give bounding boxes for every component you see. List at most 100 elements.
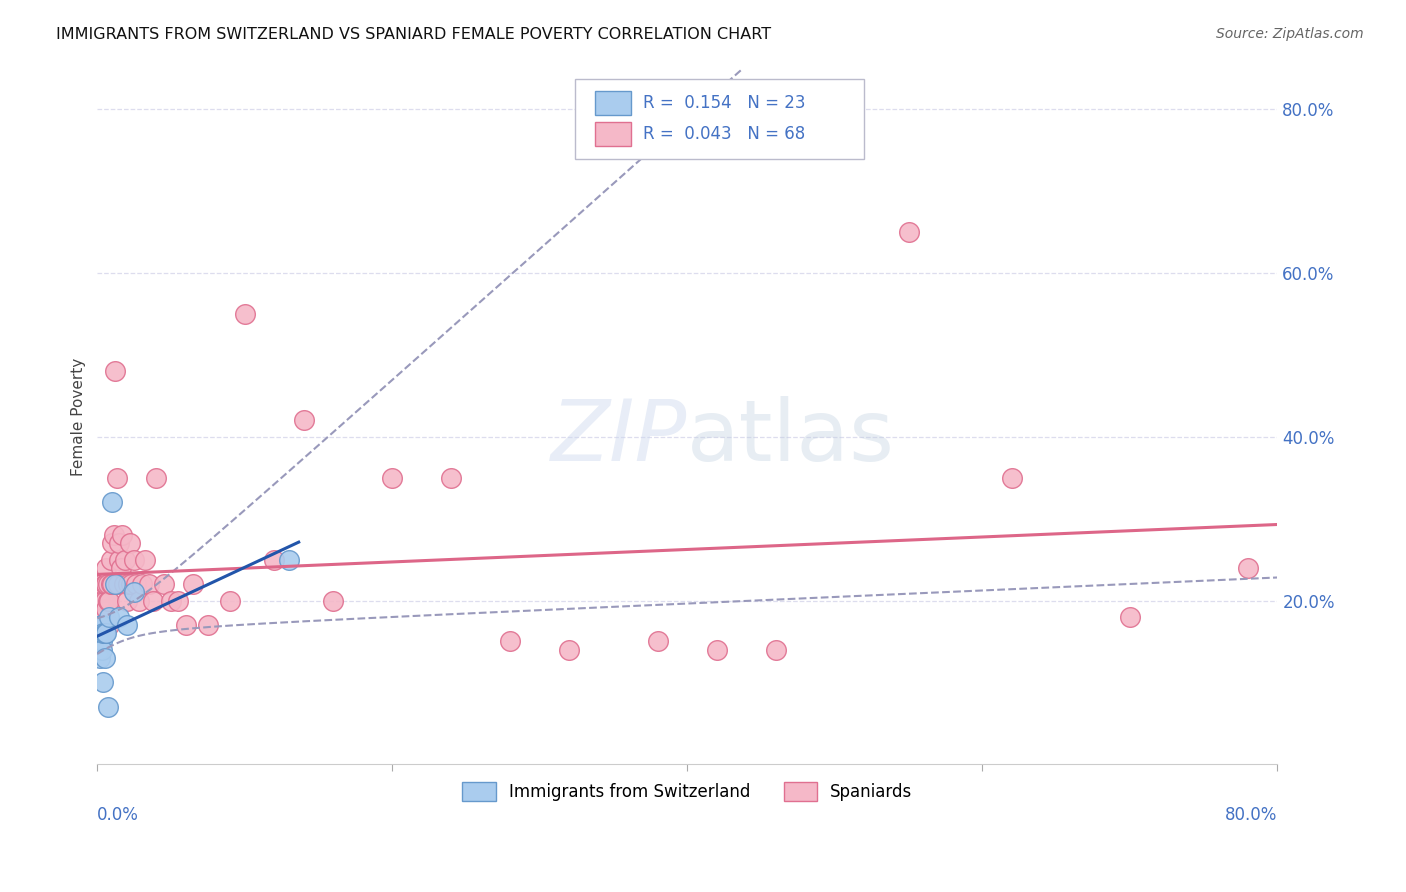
Point	[91, 675, 114, 690]
Point	[1001, 471, 1024, 485]
Point	[440, 471, 463, 485]
Point	[131, 577, 153, 591]
Point	[233, 307, 256, 321]
Point	[89, 618, 111, 632]
Point	[101, 495, 124, 509]
Point	[134, 552, 156, 566]
Point	[381, 471, 404, 485]
Point	[91, 626, 114, 640]
Point	[115, 618, 138, 632]
Point	[87, 577, 110, 591]
Point	[558, 642, 581, 657]
FancyBboxPatch shape	[575, 79, 865, 159]
Text: atlas: atlas	[688, 396, 896, 479]
Point	[98, 618, 121, 632]
Point	[128, 593, 150, 607]
Point	[97, 593, 120, 607]
Point	[110, 561, 132, 575]
Point	[706, 642, 728, 657]
Text: ZIP: ZIP	[551, 396, 688, 479]
Point	[219, 593, 242, 607]
Point	[499, 634, 522, 648]
Point	[108, 536, 131, 550]
Point	[98, 610, 121, 624]
Point	[107, 577, 129, 591]
Point	[96, 626, 118, 640]
Point	[152, 577, 174, 591]
Point	[108, 552, 131, 566]
Text: R =  0.043   N = 68: R = 0.043 N = 68	[643, 125, 804, 143]
Point	[89, 634, 111, 648]
Point	[97, 700, 120, 714]
Point	[122, 585, 145, 599]
Text: Source: ZipAtlas.com: Source: ZipAtlas.com	[1216, 27, 1364, 41]
Point	[114, 552, 136, 566]
Point	[104, 364, 127, 378]
Point	[96, 577, 118, 591]
Point	[89, 626, 111, 640]
Point	[89, 626, 111, 640]
Point	[103, 528, 125, 542]
Point	[112, 577, 135, 591]
Point	[115, 593, 138, 607]
Point	[87, 634, 110, 648]
Point	[93, 593, 115, 607]
Point	[118, 536, 141, 550]
Point	[93, 577, 115, 591]
Point	[1119, 610, 1142, 624]
Point	[263, 552, 285, 566]
Point	[120, 577, 142, 591]
Point	[108, 610, 131, 624]
Point	[90, 585, 112, 599]
Point	[100, 552, 122, 566]
Point	[181, 577, 204, 591]
Point	[278, 552, 301, 566]
Point	[104, 577, 127, 591]
Point	[101, 577, 124, 591]
Point	[167, 593, 190, 607]
Point	[105, 471, 128, 485]
Text: 0.0%: 0.0%	[97, 806, 139, 824]
Point	[100, 577, 122, 591]
Point	[87, 593, 110, 607]
Point	[90, 618, 112, 632]
Text: R =  0.154   N = 23: R = 0.154 N = 23	[643, 95, 806, 112]
Point	[122, 552, 145, 566]
Point	[145, 471, 167, 485]
Point	[765, 642, 787, 657]
Point	[89, 651, 111, 665]
Point	[89, 593, 111, 607]
FancyBboxPatch shape	[595, 122, 631, 145]
Point	[96, 561, 118, 575]
Text: IMMIGRANTS FROM SWITZERLAND VS SPANIARD FEMALE POVERTY CORRELATION CHART: IMMIGRANTS FROM SWITZERLAND VS SPANIARD …	[56, 27, 772, 42]
Point	[96, 601, 118, 615]
Point	[1237, 561, 1260, 575]
Point	[160, 593, 183, 607]
Point	[138, 577, 160, 591]
Point	[87, 642, 110, 657]
Point	[89, 610, 111, 624]
Point	[322, 593, 344, 607]
Point	[93, 651, 115, 665]
Point	[98, 593, 121, 607]
Point	[91, 593, 114, 607]
Point	[117, 577, 139, 591]
Point	[197, 618, 219, 632]
Point	[647, 634, 669, 648]
Point	[93, 610, 115, 624]
Point	[90, 642, 112, 657]
Point	[93, 626, 115, 640]
Point	[292, 413, 315, 427]
Point	[97, 577, 120, 591]
Point	[174, 618, 197, 632]
Point	[91, 610, 114, 624]
Point	[142, 593, 165, 607]
Point	[111, 528, 134, 542]
Point	[90, 634, 112, 648]
Legend: Immigrants from Switzerland, Spaniards: Immigrants from Switzerland, Spaniards	[456, 775, 920, 808]
Point	[90, 618, 112, 632]
Point	[897, 225, 920, 239]
Point	[125, 577, 148, 591]
Point	[101, 536, 124, 550]
Point	[90, 601, 112, 615]
